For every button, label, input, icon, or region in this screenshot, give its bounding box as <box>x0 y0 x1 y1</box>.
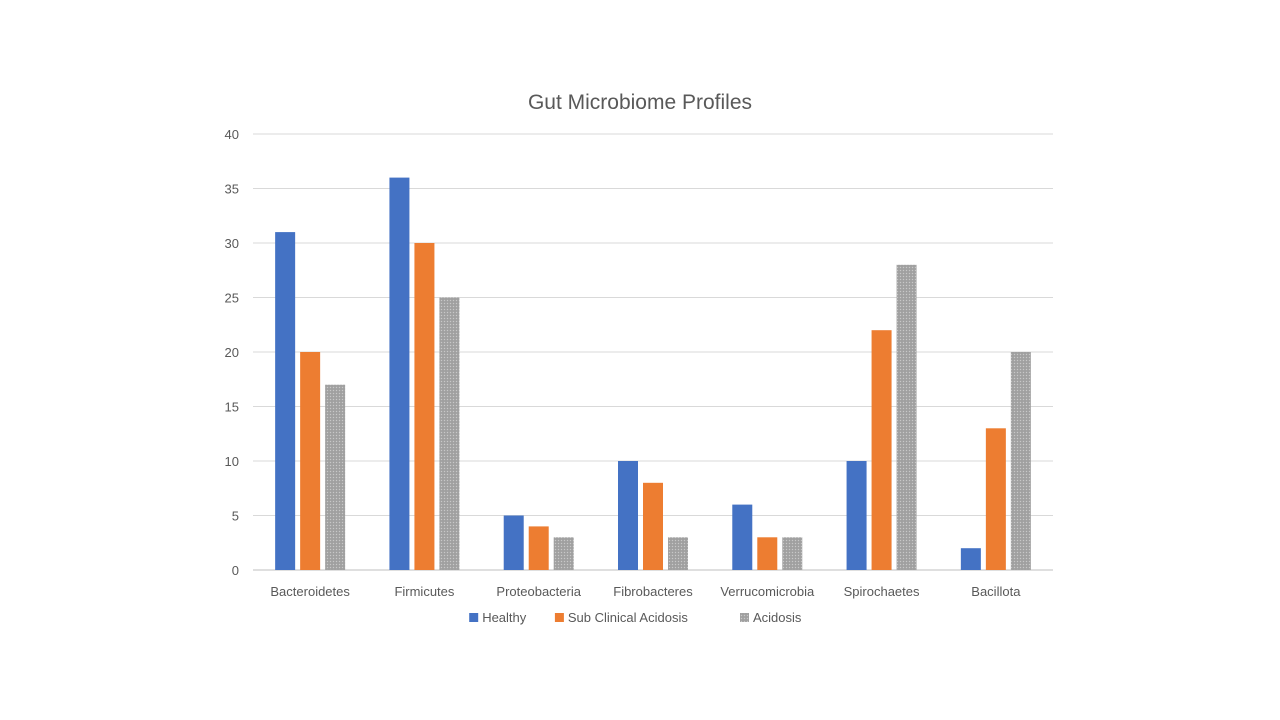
y-tick-label: 0 <box>232 563 239 578</box>
bar-acidosis-firmicutes <box>439 297 460 570</box>
bar-healthy-proteobacteria <box>503 515 524 570</box>
bar-sub-clinical-acidosis-proteobacteria <box>528 526 549 570</box>
bar-healthy-spirochaetes <box>846 461 867 570</box>
x-category-label: Verrucomicrobia <box>720 584 815 599</box>
legend-label: Healthy <box>482 610 527 625</box>
chart-title: Gut Microbiome Profiles <box>528 91 752 114</box>
bar-sub-clinical-acidosis-bacteroidetes <box>300 352 321 570</box>
y-tick-label: 5 <box>232 509 239 524</box>
x-category-label: Proteobacteria <box>496 584 581 599</box>
bar-sub-clinical-acidosis-spirochaetes <box>871 330 892 570</box>
legend-swatch <box>469 613 479 622</box>
legend-swatch <box>554 613 564 622</box>
bar-sub-clinical-acidosis-firmicutes <box>414 243 435 570</box>
bar-healthy-verrucomicrobia <box>732 504 753 570</box>
bar-acidosis-spirochaetes <box>896 264 917 570</box>
y-axis-tick-labels: 0 5 10 15 20 25 30 35 40 <box>225 127 239 578</box>
legend-item: Sub Clinical Acidosis <box>554 610 688 625</box>
x-category-label: Spirochaetes <box>844 584 920 599</box>
bar-healthy-bacillota <box>960 548 981 570</box>
x-category-label: Bacillota <box>971 584 1021 599</box>
y-tick-label: 40 <box>225 127 239 142</box>
y-tick-label: 25 <box>225 291 239 306</box>
x-category-label: Fibrobacteres <box>613 584 693 599</box>
legend-label: Acidosis <box>753 610 802 625</box>
x-category-label: Firmicutes <box>394 584 454 599</box>
legend-item: Acidosis <box>740 610 802 625</box>
bar-healthy-firmicutes <box>389 177 410 570</box>
y-tick-label: 10 <box>225 454 239 469</box>
bars <box>275 177 1031 570</box>
legend-label: Sub Clinical Acidosis <box>568 610 688 625</box>
bar-acidosis-verrucomicrobia <box>782 537 803 570</box>
bar-sub-clinical-acidosis-bacillota <box>985 428 1006 570</box>
bar-sub-clinical-acidosis-verrucomicrobia <box>757 537 778 570</box>
x-axis-category-labels: Bacteroidetes Firmicutes Proteobacteria Fib… <box>270 584 1021 599</box>
legend-item: Healthy <box>469 610 527 625</box>
bar-acidosis-bacillota <box>1010 352 1031 570</box>
y-tick-label: 20 <box>225 345 239 360</box>
legend: Healthy Sub Clinical Acidosis Acidosis <box>469 610 802 625</box>
bar-acidosis-proteobacteria <box>553 537 574 570</box>
gridlines <box>253 133 1053 571</box>
bar-acidosis-bacteroidetes <box>325 384 346 570</box>
legend-swatch <box>740 613 749 622</box>
bar-healthy-fibrobacteres <box>618 461 638 570</box>
y-tick-label: 30 <box>225 236 239 251</box>
y-tick-label: 15 <box>225 400 239 415</box>
bar-acidosis-fibrobacteres <box>668 537 688 570</box>
y-tick-label: 35 <box>225 182 239 197</box>
bar-sub-clinical-acidosis-fibrobacteres <box>643 482 663 570</box>
bar-healthy-bacteroidetes <box>275 232 296 570</box>
x-category-label: Bacteroidetes <box>270 584 350 599</box>
